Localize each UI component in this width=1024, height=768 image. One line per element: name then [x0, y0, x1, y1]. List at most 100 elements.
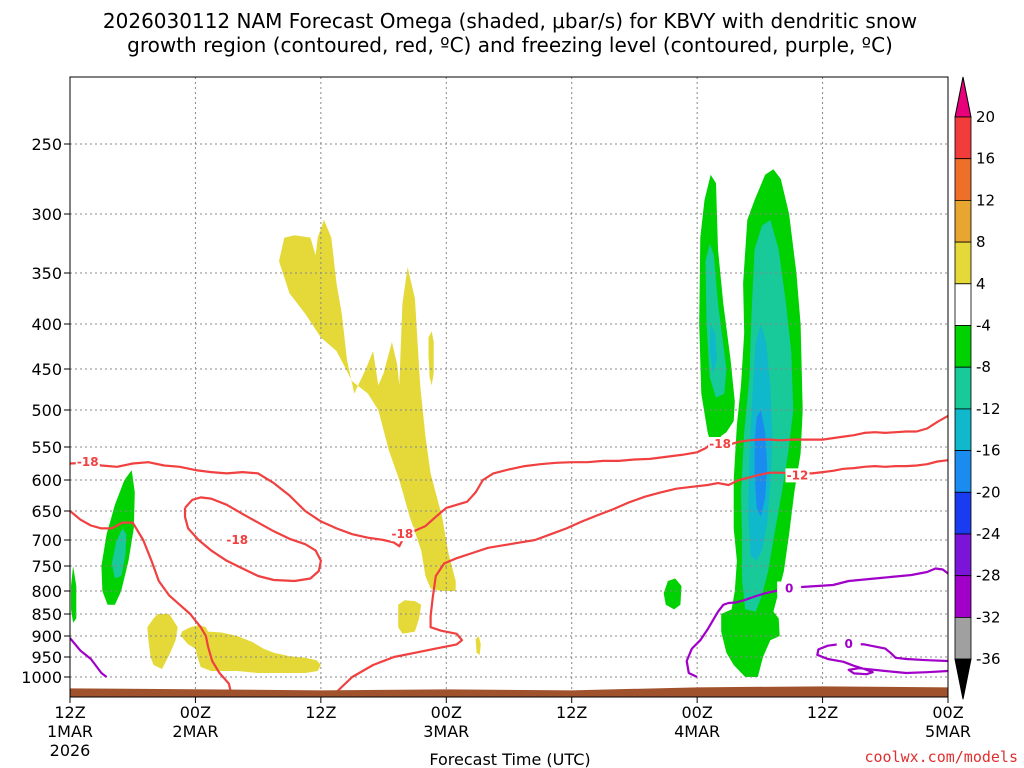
x-tick-label: 2026 [50, 741, 91, 760]
plot-frame [69, 76, 949, 698]
y-tick-label: 250 [31, 135, 62, 154]
colorbar-label: -8 [976, 358, 991, 376]
colorbar-label: -32 [976, 608, 1001, 626]
y-tick-label: 750 [31, 557, 62, 576]
y-tick-label: 800 [31, 582, 62, 601]
grid-layer [69, 77, 949, 697]
colorbar-segment [954, 325, 972, 368]
x-tick-label: 12Z [807, 703, 838, 722]
y-tick-label: 850 [31, 605, 62, 624]
y-tick-label: 400 [31, 315, 62, 334]
contour-label: 0 [785, 582, 793, 596]
contour-label: -18 [392, 527, 414, 541]
y-axis: 250 300 350 400 450 500 550 600 650 700 750 800 850 9… [21, 135, 70, 687]
y-tick-label: 350 [31, 264, 62, 283]
x-tick-label: 12Z [305, 703, 336, 722]
colorbar: 20 16 12 8 4 -4 -8 -12 -16 -20 -24 -28 -32 -36 [954, 76, 1001, 700]
x-tick-label: 12Z [556, 703, 587, 722]
y-tick-label: 550 [31, 438, 62, 457]
colorbar-label: -16 [976, 442, 1001, 460]
x-tick-label: 12Z [54, 703, 85, 722]
contour-freezing-level-0-lower [816, 642, 948, 676]
shaded-region-rising-motion-yellow [279, 219, 456, 591]
colorbar-label: -36 [976, 650, 1001, 668]
colorbar-label: -28 [976, 567, 1001, 585]
contour-dendritic-minus18-loop [183, 496, 322, 583]
colorbar-segment [954, 533, 972, 577]
x-axis-label: Forecast Time (UTC) [429, 750, 590, 768]
contour-label: -18 [709, 437, 731, 451]
contour-label: -18 [226, 533, 248, 547]
contour-dendritic-minus12-lower [330, 459, 948, 697]
colorbar-segment [954, 158, 972, 201]
colorbar-label: 8 [976, 233, 986, 251]
terrain-layer [70, 686, 948, 697]
colorbar-label: 20 [976, 108, 995, 126]
contour-freezing-level-0-upper [70, 637, 108, 678]
y-tick-label: 1000 [21, 668, 62, 687]
y-tick-label: 500 [31, 401, 62, 420]
colorbar-segment [954, 241, 972, 285]
contour-layer: -18 -18 -18 -18 -12 0 0 [70, 414, 948, 697]
x-tick-label: 1MAR [47, 722, 93, 741]
chart-title-line1: 2026030112 NAM Forecast Omega (shaded, μ… [103, 9, 917, 33]
y-tick-label: 450 [31, 360, 62, 379]
colorbar-label: -24 [976, 525, 1001, 543]
y-tick-label: 900 [31, 627, 62, 646]
colorbar-segment [954, 491, 972, 535]
colorbar-segment [954, 408, 972, 451]
shaded-region-rising-motion-yellow-small [428, 331, 434, 386]
shaded-region-sinking-green-left [71, 566, 77, 623]
colorbar-segment [954, 366, 972, 410]
credit-text: coolwx.com/models [864, 748, 1018, 766]
shaded-region-rising-motion-yellow-band [180, 625, 321, 673]
colorbar-top-arrow [954, 76, 972, 118]
contour-dendritic-minus12 [70, 510, 234, 697]
colorbar-label: -4 [976, 317, 991, 335]
colorbar-segment [954, 450, 972, 493]
x-tick-label: 00Z [681, 703, 712, 722]
shaded-region-sinking-green-small [663, 578, 682, 610]
colorbar-label: 4 [976, 275, 986, 293]
shaded-region-sinking-seagreen-column1 [705, 243, 727, 398]
shaded-region-sinking-green-left2 [101, 470, 135, 605]
y-tick-label: 700 [31, 531, 62, 550]
shaded-region-rising-motion-yellow-lower [147, 614, 178, 669]
y-tick-label: 650 [31, 502, 62, 521]
colorbar-label: -20 [976, 483, 1001, 501]
colorbar-segment [954, 575, 972, 618]
contour-label-bg-2 [390, 527, 415, 542]
colorbar-segment [954, 617, 972, 660]
shaded-region-sinking-blue-column2 [754, 410, 768, 517]
contour-freezing-level-0-mid [685, 567, 948, 678]
colorbar-segment [954, 283, 972, 326]
contour-label-bg-6 [836, 636, 861, 651]
x-tick-label: 3MAR [423, 722, 469, 741]
colorbar-segment [954, 116, 972, 160]
contour-label-bg-5 [777, 581, 802, 596]
contour-label: -12 [787, 468, 809, 482]
chart-title-line2: growth region (contoured, red, ºC) and f… [127, 33, 893, 57]
x-tick-label: 5MAR [925, 722, 971, 741]
contour-dendritic-minus18-upper [70, 414, 948, 548]
shaded-region-sinking-cyan-column1 [709, 324, 717, 374]
contour-label: -18 [77, 455, 99, 469]
y-tick-label: 300 [31, 205, 62, 224]
contour-label-bg-1 [225, 533, 250, 547]
x-tick-label: 2MAR [172, 722, 218, 741]
shaded-region-rising-motion-yellow-small3 [475, 636, 481, 655]
contour-label-bg-0 [75, 455, 100, 470]
contour-label-bg-3 [708, 437, 733, 452]
colorbar-bottom-arrow [954, 658, 972, 700]
colorbar-label: 12 [976, 191, 995, 209]
shaded-region-rising-motion-yellow-small2 [398, 600, 422, 634]
y-tick-label: 950 [31, 648, 62, 667]
omega-shading-layer [71, 169, 803, 677]
colorbar-segment [954, 199, 972, 243]
contour-label: 0 [845, 637, 853, 651]
colorbar-label: 16 [976, 150, 995, 168]
contour-label-bg-4 [785, 468, 810, 483]
terrain-band [70, 686, 948, 697]
